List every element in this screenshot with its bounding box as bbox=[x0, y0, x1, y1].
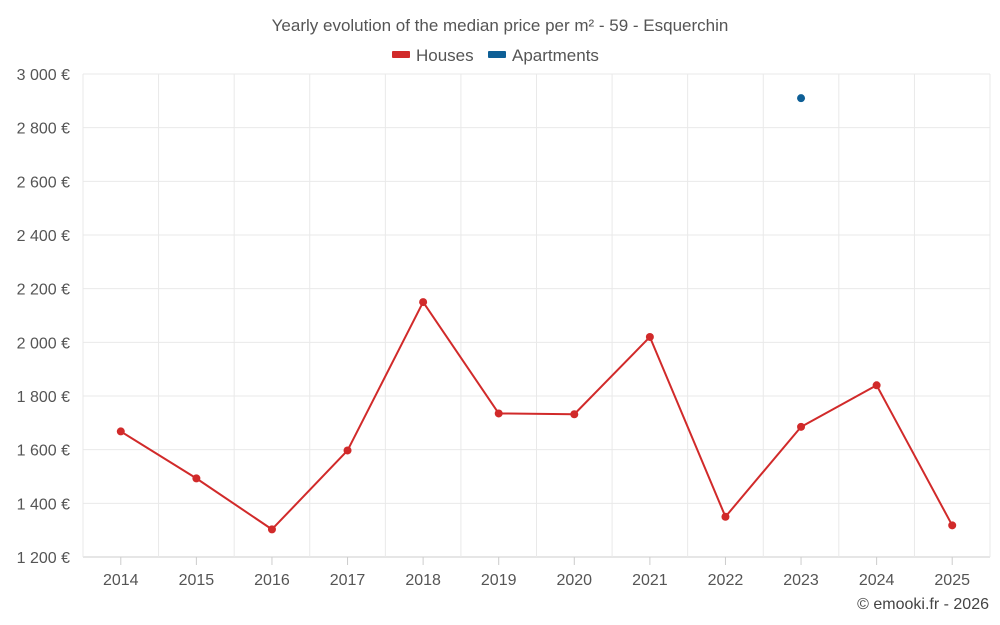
data-point-houses[interactable] bbox=[343, 446, 352, 455]
gridlines bbox=[82, 73, 991, 558]
plot-area bbox=[116, 94, 957, 534]
x-tick-label: 2022 bbox=[708, 572, 744, 589]
series-houses bbox=[116, 298, 957, 534]
legend-label-apartments[interactable]: Apartments bbox=[512, 46, 599, 65]
y-tick-label: 2 000 € bbox=[17, 335, 70, 352]
x-tick-label: 2024 bbox=[859, 572, 895, 589]
series-apartments bbox=[797, 94, 806, 103]
y-tick-label: 1 800 € bbox=[17, 389, 70, 406]
y-tick-label: 2 800 € bbox=[17, 121, 70, 138]
x-tick-label: 2021 bbox=[632, 572, 668, 589]
credit-text: © emooki.fr - 2026 bbox=[857, 596, 989, 613]
series-line-houses bbox=[120, 301, 954, 531]
x-tick-label: 2018 bbox=[405, 572, 441, 589]
data-point-houses[interactable] bbox=[797, 422, 806, 431]
legend-swatch-houses bbox=[392, 51, 410, 58]
data-point-apartments[interactable] bbox=[797, 94, 806, 103]
data-point-houses[interactable] bbox=[494, 409, 503, 418]
x-tick-label: 2014 bbox=[103, 572, 139, 589]
y-tick-label: 2 200 € bbox=[17, 282, 70, 299]
data-point-houses[interactable] bbox=[570, 410, 579, 419]
x-tick-label: 2019 bbox=[481, 572, 517, 589]
x-tick-label: 2017 bbox=[330, 572, 366, 589]
y-tick-label: 1 400 € bbox=[17, 496, 70, 513]
y-tick-label: 1 200 € bbox=[17, 550, 70, 567]
y-tick-label: 2 600 € bbox=[17, 174, 70, 191]
data-point-houses[interactable] bbox=[116, 427, 125, 436]
chart-title: Yearly evolution of the median price per… bbox=[272, 16, 729, 35]
y-tick-label: 1 600 € bbox=[17, 443, 70, 460]
legend-label-houses[interactable]: Houses bbox=[416, 46, 474, 65]
x-axis: 2014 2015 2016 2017 2018 2019 2020 2021 2022 2023… bbox=[103, 557, 970, 589]
y-tick-label: 3 000 € bbox=[17, 67, 70, 84]
legend: Houses Apartments bbox=[392, 46, 599, 65]
x-tick-label: 2016 bbox=[254, 572, 290, 589]
x-tick-label: 2023 bbox=[783, 572, 819, 589]
data-point-houses[interactable] bbox=[267, 525, 276, 534]
x-tick-label: 2025 bbox=[934, 572, 970, 589]
data-point-houses[interactable] bbox=[192, 474, 201, 483]
data-point-houses[interactable] bbox=[721, 512, 730, 521]
data-point-houses[interactable] bbox=[645, 332, 654, 341]
y-tick-label: 2 400 € bbox=[17, 228, 70, 245]
data-point-houses[interactable] bbox=[419, 298, 428, 307]
legend-swatch-apartments bbox=[488, 51, 506, 58]
x-tick-label: 2020 bbox=[556, 572, 592, 589]
y-axis: 1 200 € 1 400 € 1 600 € 1 800 € 2 000 € 2 200… bbox=[17, 67, 70, 567]
data-point-houses[interactable] bbox=[872, 381, 881, 390]
data-point-houses[interactable] bbox=[948, 521, 957, 530]
x-tick-label: 2015 bbox=[179, 572, 215, 589]
